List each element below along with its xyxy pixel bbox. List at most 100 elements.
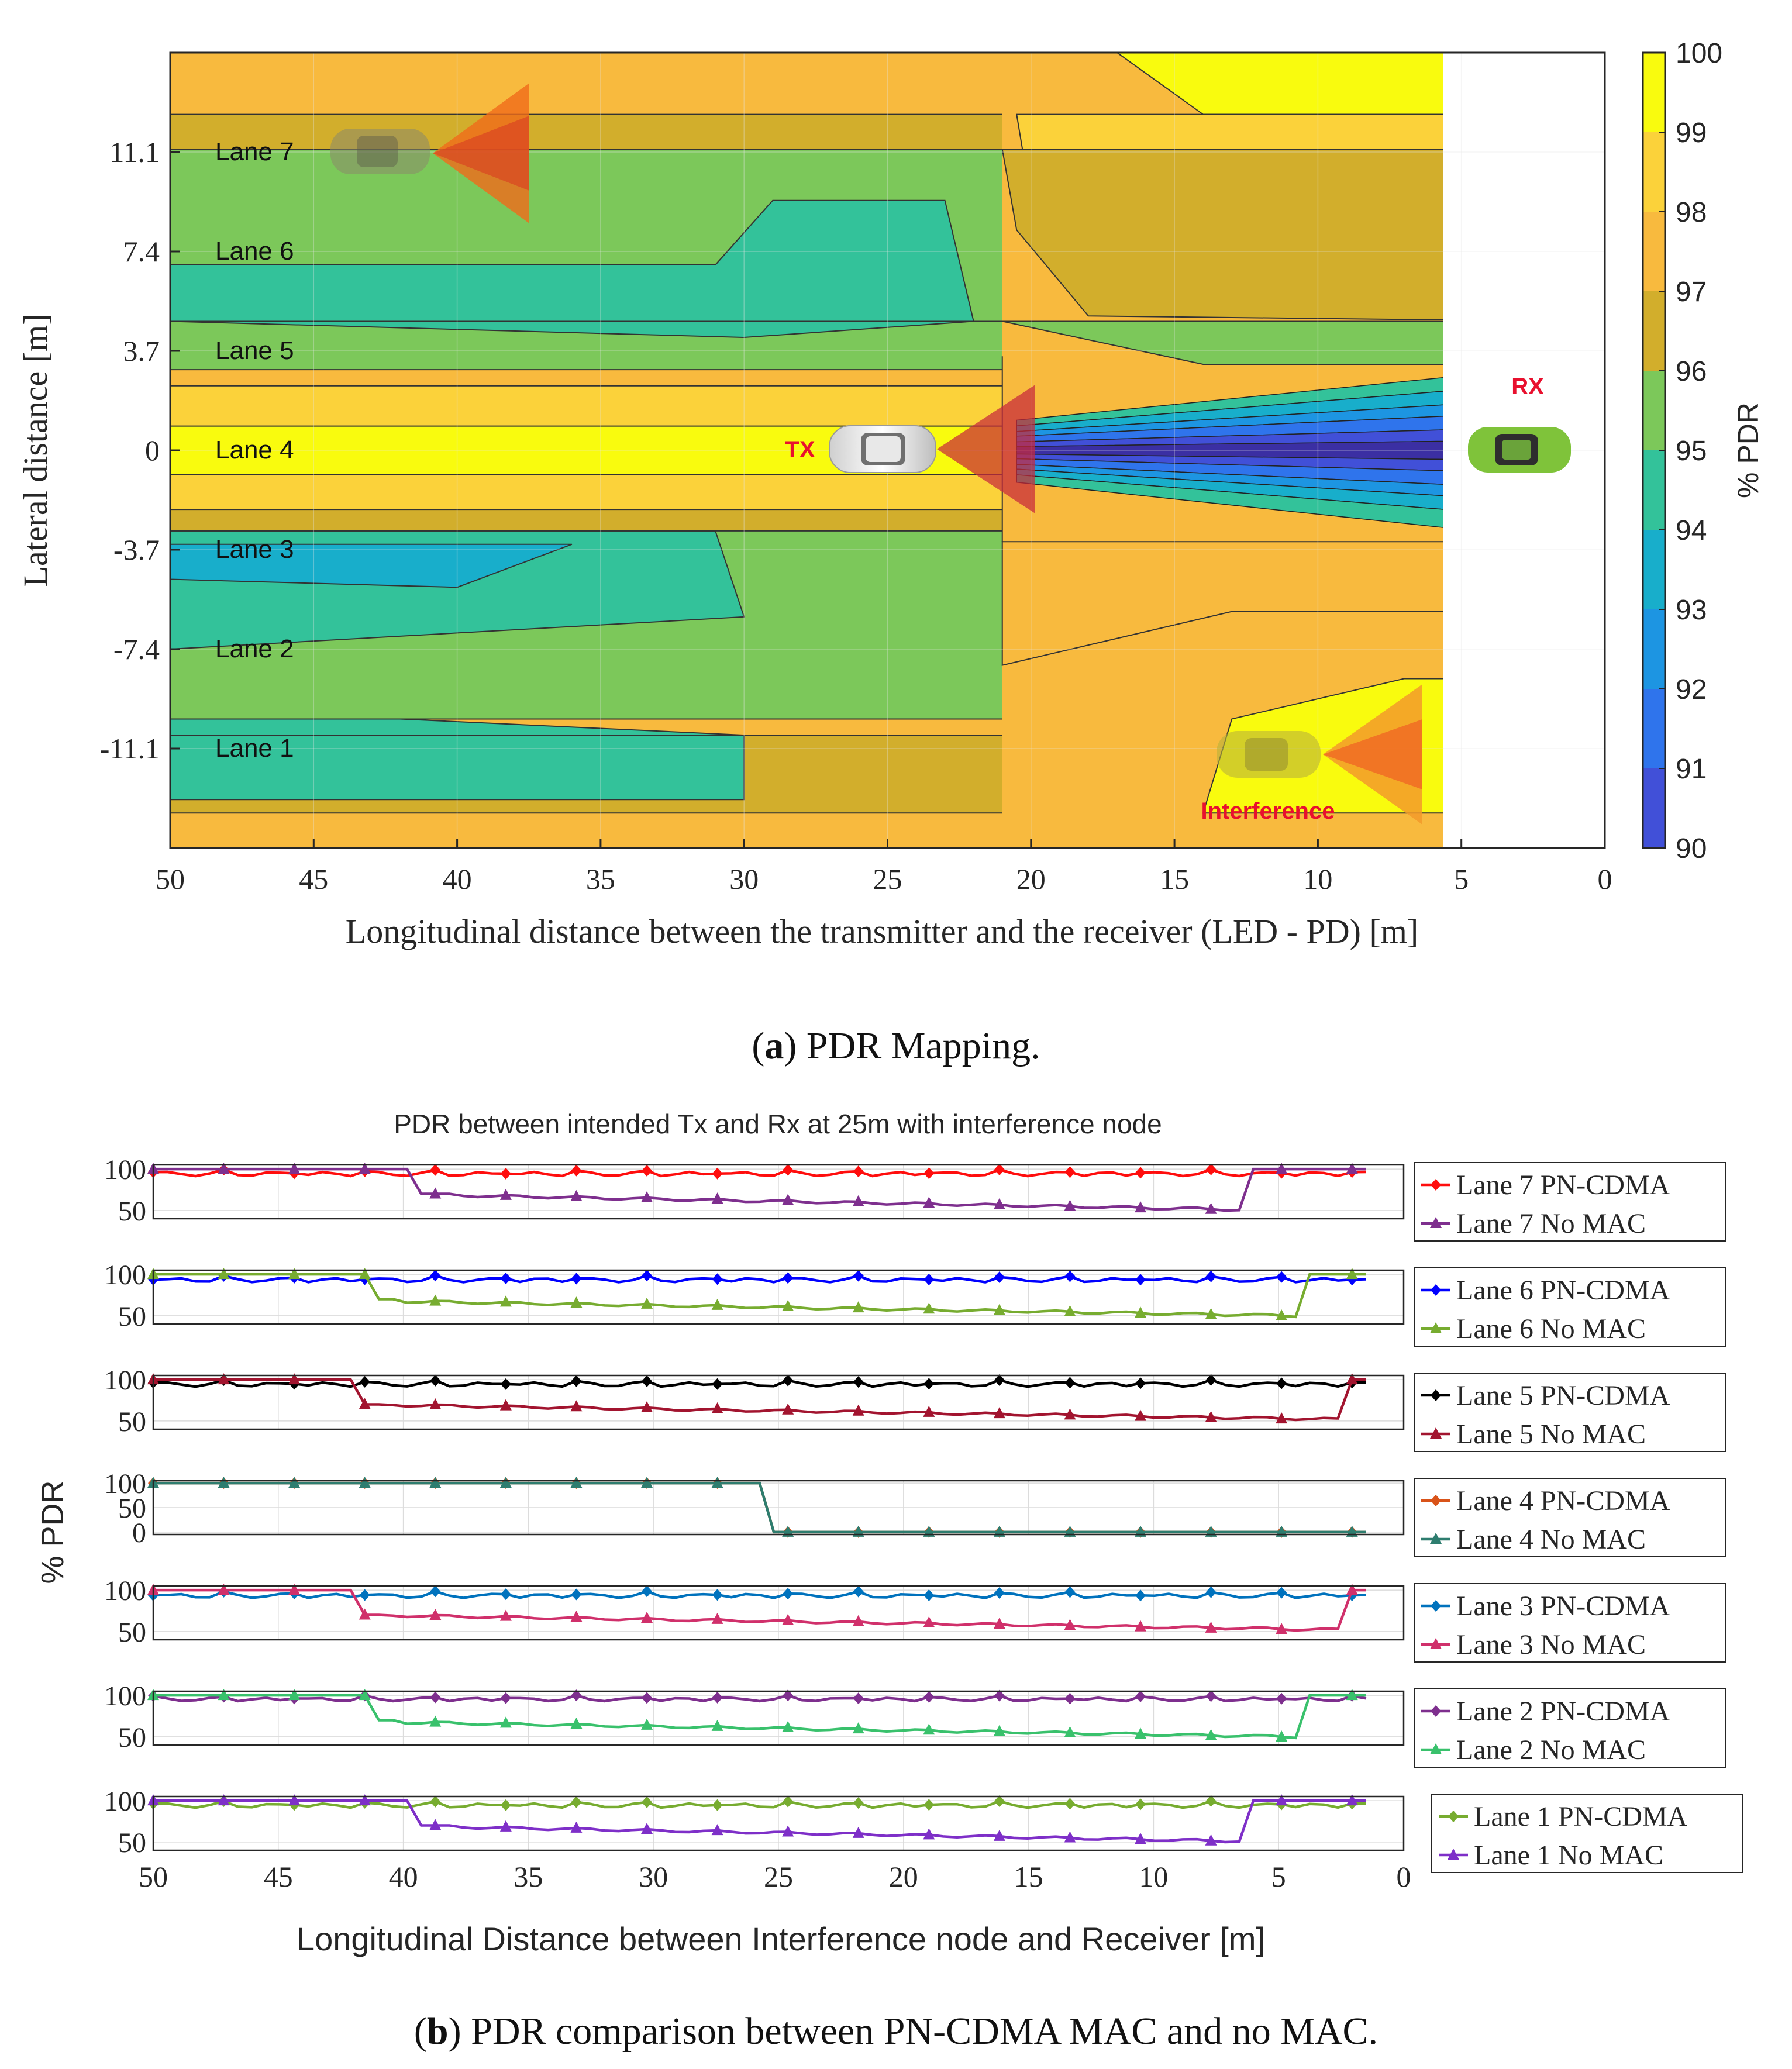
legend-marker [1430, 1427, 1442, 1439]
panel-frame [152, 1690, 1405, 1746]
legend-label: Lane 5 No MAC [1456, 1419, 1646, 1450]
colorbar-swatch [1643, 212, 1665, 292]
y-tick-label: -7.4 [113, 633, 160, 665]
legend-label: Lane 4 PN-CDMA [1456, 1485, 1670, 1516]
y-tick-label: 50 [118, 1406, 146, 1437]
x-tick-label: 40 [443, 863, 472, 895]
data-point [641, 1718, 653, 1730]
series-line [153, 1694, 1367, 1703]
panel-lane5: 100 50 Lane 5 PN-CDMA Lane 5 No MAC [104, 1365, 1726, 1452]
rx-car-icon [1468, 427, 1571, 473]
data-point [1135, 1306, 1147, 1318]
data-point [571, 1273, 582, 1285]
data-point [1276, 1163, 1288, 1174]
data-point [641, 1822, 653, 1834]
x-tick-label: 35 [586, 863, 615, 895]
series-line [153, 1588, 1366, 1632]
legend-box [1414, 1688, 1726, 1768]
data-point [500, 1167, 511, 1180]
colorbar-tick-label: 97 [1676, 277, 1707, 308]
data-point [994, 1374, 1005, 1386]
data-point [711, 1298, 723, 1310]
panel-frame [152, 1795, 1405, 1851]
series-line [153, 1167, 1366, 1212]
data-point [570, 1296, 583, 1308]
data-point [218, 1477, 230, 1488]
data-point [571, 1164, 582, 1177]
x-tick-label: 50 [139, 1860, 168, 1893]
series-line [153, 1273, 1366, 1319]
legend-label: Lane 3 No MAC [1456, 1629, 1646, 1660]
data-point [923, 1302, 935, 1314]
data-point [853, 1797, 864, 1809]
data-point [288, 1689, 301, 1701]
data-point [1064, 1408, 1076, 1420]
data-point [993, 1407, 1005, 1419]
data-point [288, 1584, 301, 1595]
y-tick-label: 50 [118, 1493, 146, 1524]
data-point [711, 1719, 723, 1731]
data-point [499, 1188, 512, 1200]
data-point [641, 1477, 653, 1488]
data-point [429, 1609, 442, 1620]
data-point [1276, 1309, 1288, 1321]
data-point [430, 1270, 441, 1282]
data-point [1346, 1373, 1358, 1385]
data-point [642, 1375, 653, 1387]
colorbar-swatch [1643, 371, 1665, 451]
data-point [1135, 1201, 1147, 1213]
data-point [783, 1374, 794, 1387]
data-point [1064, 1831, 1076, 1843]
region-100 [1116, 53, 1443, 115]
data-point [500, 1378, 511, 1390]
colorbar-tick-label: 98 [1676, 197, 1707, 228]
series-line [153, 1378, 1366, 1388]
data-point [852, 1195, 864, 1206]
data-point [430, 1164, 441, 1176]
y-tick-label: 50 [118, 1301, 146, 1332]
x-tick-label: 15 [1014, 1860, 1043, 1893]
data-point [218, 1373, 230, 1385]
legend-box [1414, 1373, 1726, 1452]
legend-label: Lane 1 PN-CDMA [1474, 1801, 1688, 1832]
data-point [1205, 1795, 1217, 1807]
data-point [218, 1163, 230, 1174]
data-point [783, 1164, 794, 1176]
caption-b: (b) PDR comparison between PN-CDMA MAC a… [414, 2010, 1378, 2053]
y-tick-label: 100 [104, 1154, 146, 1185]
caption-a: (a) PDR Mapping. [752, 1025, 1040, 1067]
data-point [1205, 1374, 1217, 1386]
colorbar: 100 99 98 97 96 95 94 93 92 91 90 [1642, 38, 1722, 864]
legend-label: Lane 2 PN-CDMA [1456, 1696, 1670, 1727]
legend-box [1414, 1583, 1726, 1663]
x-tick-label: 30 [729, 863, 759, 895]
panel-frame [152, 1269, 1405, 1325]
x-tick-label: 0 [1397, 1860, 1411, 1893]
data-point [570, 1400, 583, 1412]
data-point [1135, 1409, 1147, 1421]
colorbar-swatch [1643, 291, 1665, 371]
colorbar-tick-label: 93 [1676, 595, 1707, 626]
data-point [853, 1585, 864, 1598]
y-axis-label: Lateral distance [m] [16, 314, 54, 587]
x-tick-label: 40 [389, 1860, 418, 1893]
data-point [853, 1270, 864, 1282]
legend-label: Lane 1 No MAC [1474, 1840, 1663, 1871]
colorbar-swatch [1643, 689, 1665, 769]
data-point [1205, 1270, 1217, 1282]
data-point [1276, 1412, 1288, 1424]
series-line [153, 1799, 1366, 1844]
data-point [429, 1819, 442, 1830]
legend-label: Lane 6 No MAC [1456, 1313, 1646, 1344]
legend-box [1431, 1794, 1743, 1873]
panel-lane3: 100 50 Lane 3 PN-CDMA Lane 3 No MAC [104, 1575, 1726, 1663]
data-point [218, 1584, 230, 1595]
data-point [712, 1378, 723, 1390]
lane-label: Lane 4 [215, 436, 294, 464]
data-point [1064, 1166, 1076, 1178]
data-point [1205, 1163, 1217, 1175]
panel-lane7: 100 50 Lane 7 PN-CDMA Lane 7 No MAC [104, 1154, 1726, 1242]
